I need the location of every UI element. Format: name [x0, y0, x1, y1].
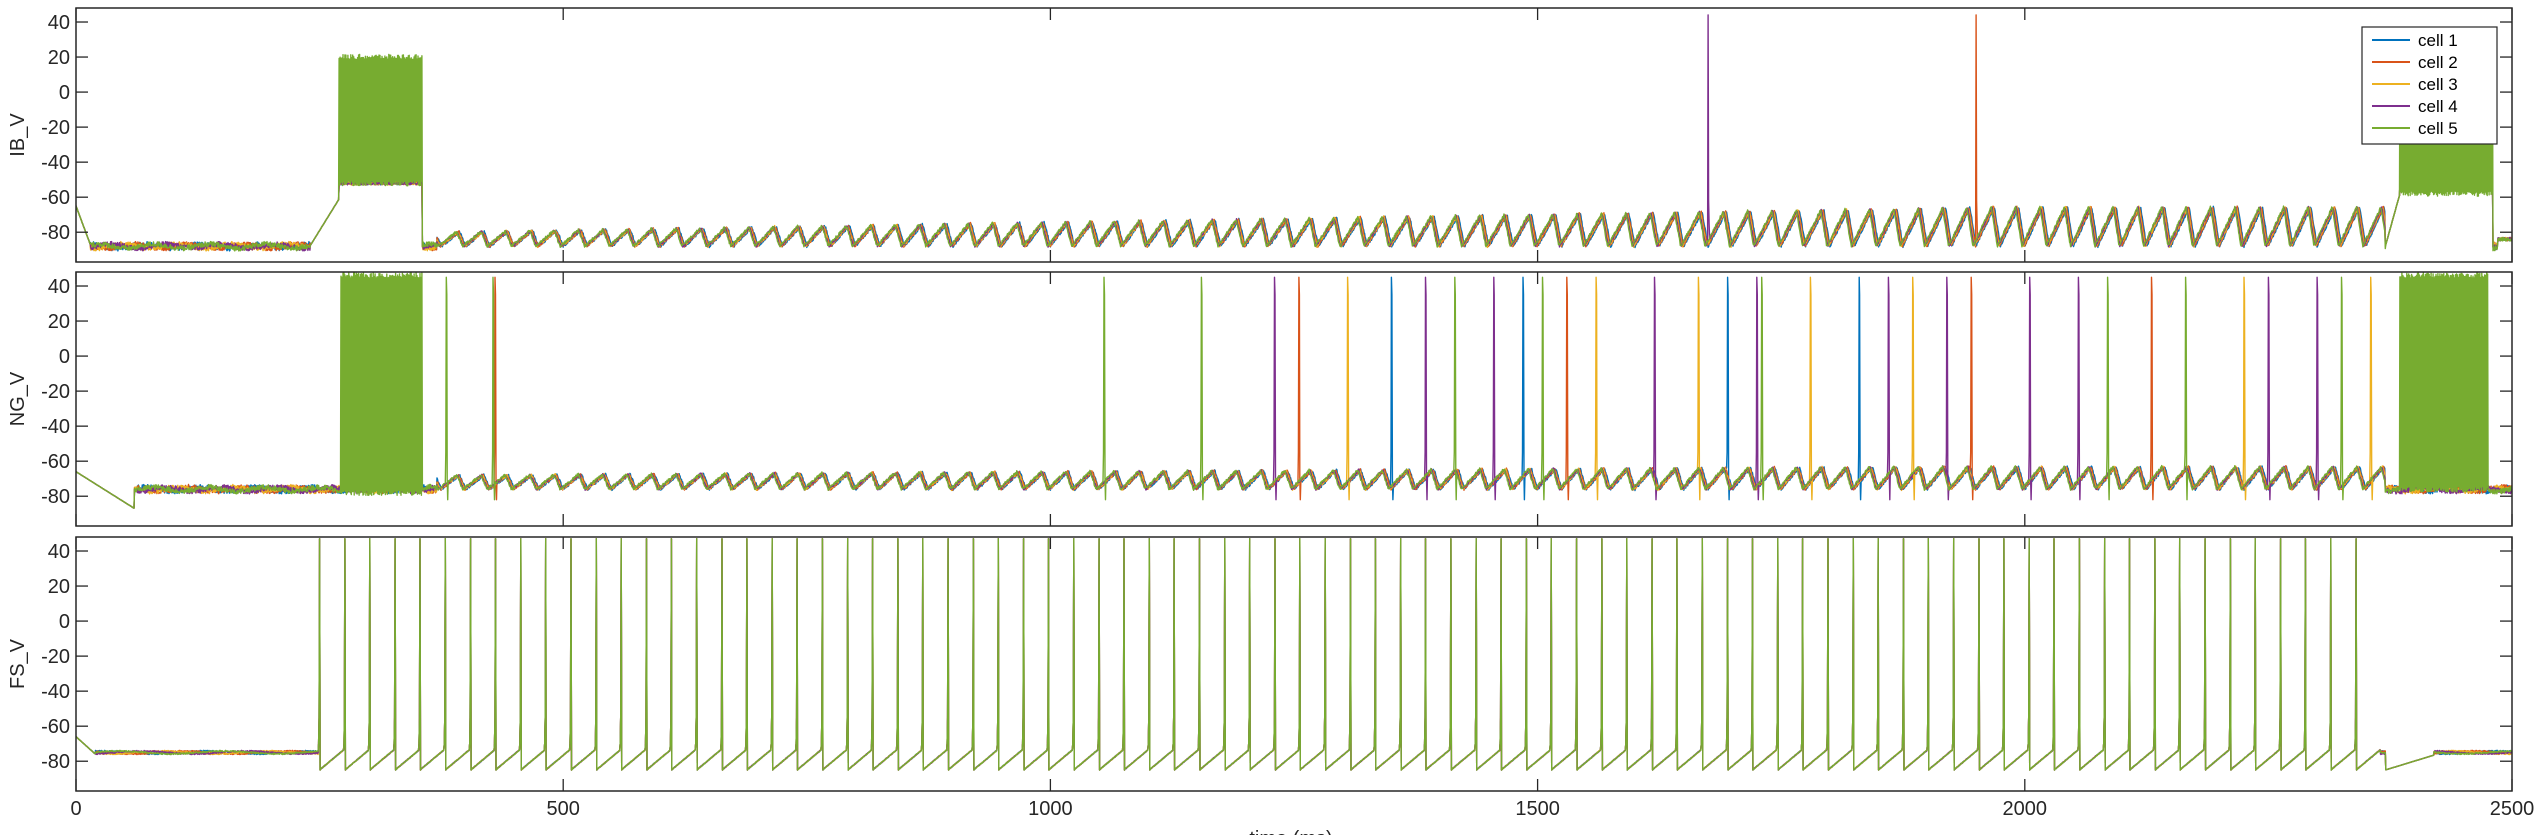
- y-tick-label: 40: [48, 541, 70, 563]
- y-tick-label: -40: [41, 681, 70, 703]
- y-tick-label: -80: [41, 486, 70, 508]
- series-cell-1: [76, 538, 2512, 771]
- legend-label-cell-4: cell 4: [2418, 97, 2458, 116]
- y-tick-label: 40: [48, 12, 70, 34]
- y-axis-label: FS_V: [7, 638, 29, 689]
- series-cell-2: [76, 14, 2512, 252]
- y-tick-label: -40: [41, 416, 70, 438]
- y-tick-label: 0: [59, 82, 70, 104]
- x-axis-label: time (ms): [1249, 828, 1332, 835]
- x-tick-label: 2000: [2003, 798, 2048, 820]
- axes-box: [75, 536, 2513, 792]
- series-cell-2: [76, 538, 2512, 771]
- series-cell-4: [76, 276, 2512, 509]
- y-tick-label: -20: [41, 117, 70, 139]
- y-tick-label: 0: [59, 611, 70, 633]
- y-axis-label: NG_V: [7, 371, 29, 426]
- series-cell-5: [76, 53, 2512, 252]
- legend-label-cell-5: cell 5: [2418, 119, 2458, 138]
- panel-IB_V: -80 -60 -40 -20 0 20 40 IB_V: [7, 7, 2513, 263]
- legend-label-cell-3: cell 3: [2418, 75, 2458, 94]
- panel-NG_V: -80 -60 -40 -20 0 20 40 NG_V: [7, 271, 2513, 527]
- x-tick-label: 1500: [1515, 798, 1560, 820]
- axes-box: [75, 271, 2513, 527]
- x-tick-label: 1000: [1028, 798, 1073, 820]
- series-cell-3: [76, 538, 2512, 771]
- y-tick-label: -20: [41, 381, 70, 403]
- legend: cell 1 cell 2 cell 3 cell 4 cell 5: [2361, 26, 2498, 145]
- legend-box: [2361, 26, 2498, 145]
- series-cell-5: [76, 538, 2512, 771]
- y-tick-label: -60: [41, 716, 70, 738]
- y-tick-label: -60: [41, 451, 70, 473]
- traces: [76, 272, 2512, 509]
- x-tick-label: 500: [547, 798, 580, 820]
- y-axis-label: IB_V: [7, 113, 29, 157]
- x-tick-label: 0: [70, 798, 81, 820]
- traces: [76, 538, 2512, 771]
- x-tick-label: 2500: [2490, 798, 2535, 820]
- y-tick-label: -40: [41, 152, 70, 174]
- traces: [76, 14, 2512, 252]
- series-cell-3: [76, 276, 2512, 509]
- y-tick-label: 20: [48, 576, 70, 598]
- y-tick-label: 20: [48, 311, 70, 333]
- panel-FS_V: -80 -60 -40 -20 0 20 40 0 500 1000 1500 2000 2500 FS_…: [7, 536, 2535, 820]
- y-tick-label: -80: [41, 222, 70, 244]
- legend-label-cell-2: cell 2: [2418, 53, 2458, 72]
- series-cell-2: [76, 276, 2512, 509]
- y-tick-label: -20: [41, 646, 70, 668]
- series-cell-5: [76, 272, 2512, 509]
- axes-box: [75, 7, 2513, 263]
- y-tick-label: 40: [48, 276, 70, 298]
- series-cell-4: [76, 14, 2512, 252]
- series-cell-4: [76, 538, 2512, 771]
- y-tick-label: 20: [48, 47, 70, 69]
- legend-label-cell-1: cell 1: [2418, 31, 2458, 50]
- y-tick-label: 0: [59, 346, 70, 368]
- y-tick-label: -80: [41, 751, 70, 773]
- y-tick-label: -60: [41, 187, 70, 209]
- panels: -80 -60 -40 -20 0 20 40 IB_V -80 -60 -40 -20 0 20 40 NG…: [7, 7, 2535, 820]
- series-cell-1: [76, 276, 2512, 509]
